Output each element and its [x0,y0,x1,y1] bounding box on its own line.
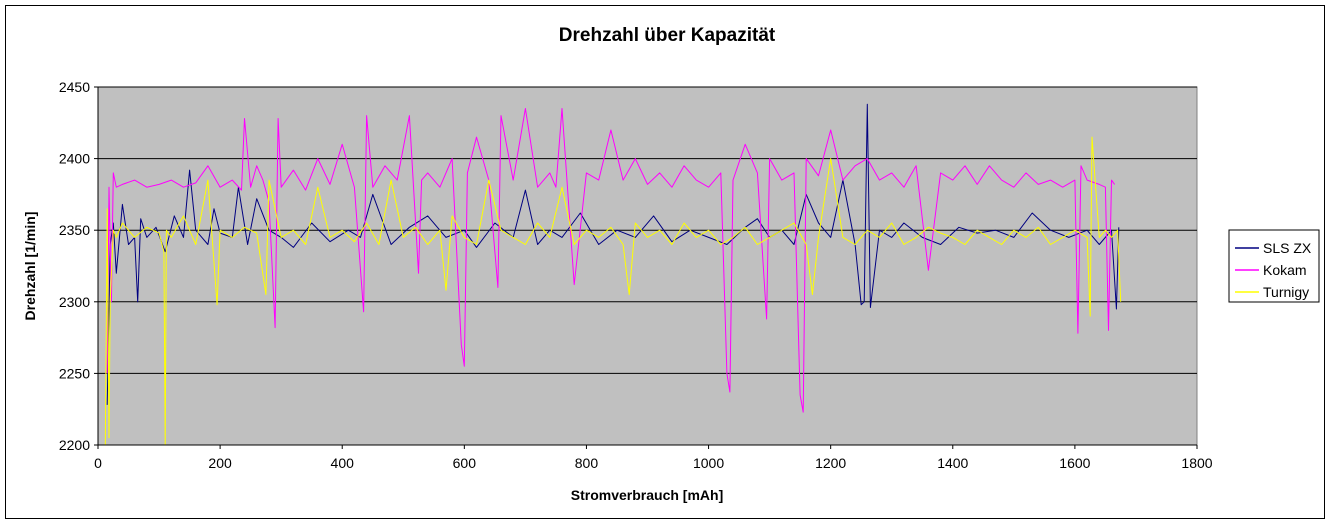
series-line-turnigy [104,136,1122,446]
y-tick-label: 2400 [59,151,90,167]
x-tick-label: 200 [208,455,232,471]
x-tick-label: 0 [94,455,102,471]
legend-box [1228,229,1320,303]
legend: SLS ZX Kokam Turnigy [1228,229,1320,303]
legend-label: Kokam [1263,262,1307,278]
x-axis-title: Stromverbrauch [mAh] [571,487,723,503]
plot-background [97,86,1198,446]
y-tick-label: 2250 [59,365,90,381]
x-tick-label: 1800 [1181,455,1212,471]
series-line-kokam [106,108,1116,413]
y-axis: 2200 2250 2300 2350 2400 2450 [59,79,99,453]
x-tick-label: 400 [331,455,355,471]
x-tick-label: 800 [575,455,599,471]
plot-area [97,86,1198,446]
x-tick-label: 1000 [693,455,724,471]
y-axis-title: Drehzahl [1/min] [22,212,38,321]
x-tick-label: 600 [453,455,477,471]
chart-canvas: Drehzahl über Kapazität 0 200 400 600 800 100… [22,25,1320,503]
chart-title: Drehzahl über Kapazität [559,25,776,46]
y-tick-label: 2200 [59,437,90,453]
x-tick-label: 1400 [937,455,968,471]
x-tick-label: 1200 [815,455,846,471]
y-tick-label: 2450 [59,79,90,95]
series-line-sls-zx [106,103,1120,405]
legend-label: Turnigy [1263,284,1309,300]
chart-frame: Drehzahl über Kapazität 0 200 400 600 800 100… [5,5,1325,519]
x-tick-labels: 0 200 400 600 800 1000 1200 1400 1600 1800 [94,445,1213,471]
x-axis: 0 200 400 600 800 1000 1200 1400 1600 1800 [94,444,1213,471]
x-tick-label: 1600 [1059,455,1090,471]
y-tick-label: 2300 [59,294,90,310]
series-lines [104,103,1122,446]
y-tick-label: 2350 [59,222,90,238]
legend-label: SLS ZX [1263,240,1312,256]
gridlines [98,86,1197,374]
y-tick-labels: 2200 2250 2300 2350 2400 2450 [59,79,98,453]
